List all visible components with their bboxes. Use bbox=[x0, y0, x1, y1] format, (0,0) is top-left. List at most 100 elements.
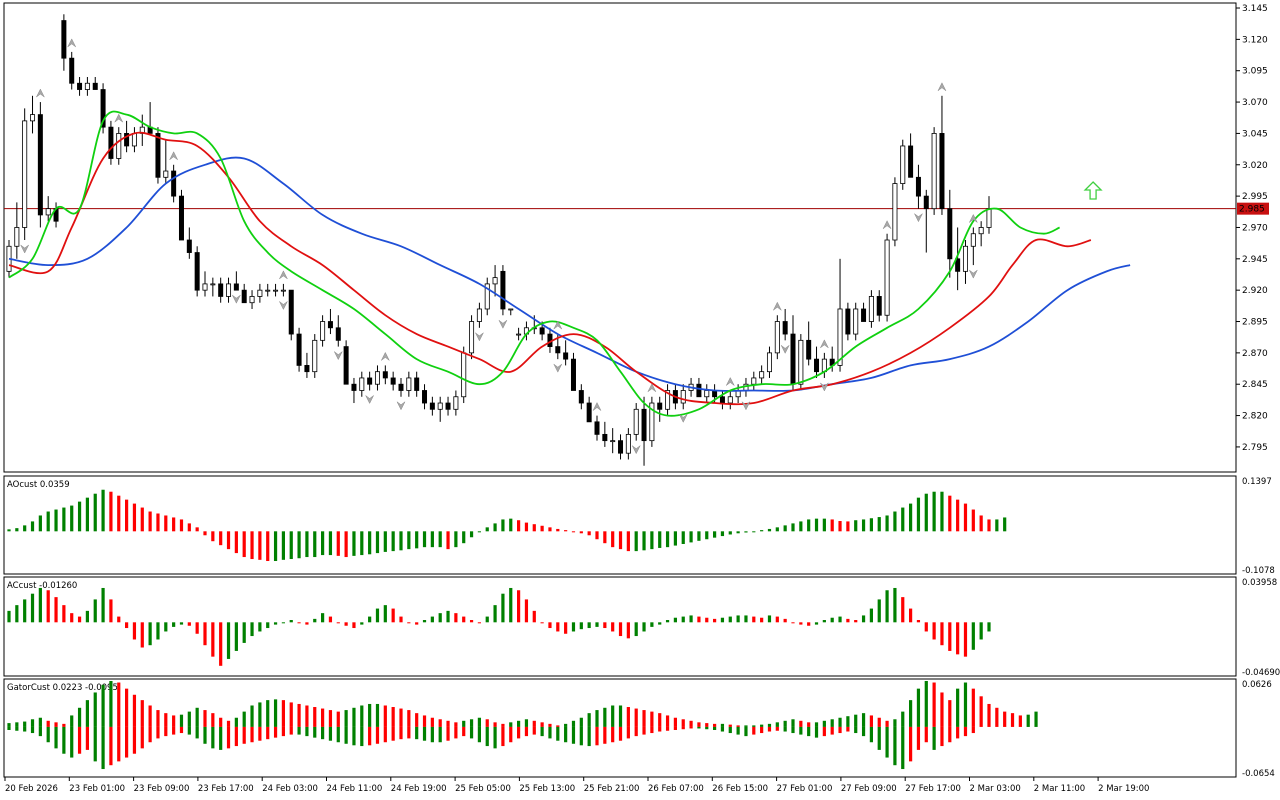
candle[interactable] bbox=[461, 346, 467, 404]
candle[interactable] bbox=[273, 283, 279, 297]
candle[interactable] bbox=[782, 308, 788, 341]
candle[interactable] bbox=[923, 189, 929, 253]
candle[interactable] bbox=[429, 396, 435, 416]
candle[interactable] bbox=[680, 384, 686, 410]
candle[interactable] bbox=[625, 428, 631, 460]
candle[interactable] bbox=[868, 290, 874, 328]
candle[interactable] bbox=[970, 227, 976, 266]
candle[interactable] bbox=[327, 308, 333, 335]
candle[interactable] bbox=[312, 334, 318, 378]
candle[interactable] bbox=[578, 384, 584, 410]
candle[interactable] bbox=[257, 283, 263, 303]
candle[interactable] bbox=[108, 120, 114, 165]
candle[interactable] bbox=[570, 352, 576, 391]
candle[interactable] bbox=[759, 365, 765, 385]
candle[interactable] bbox=[861, 302, 867, 322]
candle[interactable] bbox=[414, 371, 420, 397]
candle[interactable] bbox=[194, 246, 200, 297]
candle[interactable] bbox=[45, 196, 51, 222]
candle[interactable] bbox=[22, 108, 28, 241]
candle[interactable] bbox=[37, 102, 43, 228]
candle[interactable] bbox=[382, 365, 388, 385]
candle[interactable] bbox=[500, 265, 506, 316]
candle[interactable] bbox=[30, 95, 36, 134]
candle[interactable] bbox=[218, 277, 224, 303]
candle[interactable] bbox=[774, 315, 780, 360]
candle[interactable] bbox=[226, 277, 232, 303]
candle[interactable] bbox=[594, 415, 600, 441]
candle[interactable] bbox=[367, 371, 373, 391]
candle[interactable] bbox=[563, 340, 569, 366]
candle[interactable] bbox=[908, 133, 914, 178]
candle[interactable] bbox=[116, 127, 122, 165]
candle[interactable] bbox=[296, 327, 302, 372]
candle[interactable] bbox=[476, 302, 482, 328]
candle[interactable] bbox=[351, 377, 357, 404]
candle[interactable] bbox=[335, 315, 341, 347]
candle[interactable] bbox=[696, 377, 702, 398]
candle[interactable] bbox=[939, 95, 945, 215]
candle[interactable] bbox=[962, 240, 968, 284]
candle[interactable] bbox=[641, 396, 647, 466]
candle[interactable] bbox=[618, 434, 624, 460]
main-price-chart[interactable]: 3.145 3.120 3.095 3.070 3.045 3.020 2.995 2.970… bbox=[3, 2, 1269, 473]
candle[interactable] bbox=[92, 76, 98, 90]
candle[interactable] bbox=[280, 283, 286, 297]
candle[interactable] bbox=[437, 396, 443, 422]
candle[interactable] bbox=[892, 177, 898, 247]
candle[interactable] bbox=[84, 76, 90, 96]
candle[interactable] bbox=[665, 384, 671, 416]
candle[interactable] bbox=[186, 227, 192, 259]
candle[interactable] bbox=[766, 346, 772, 378]
candle[interactable] bbox=[249, 290, 255, 309]
candle[interactable] bbox=[484, 277, 490, 316]
gator-indicator-panel[interactable]: GatorCust 0.0223 -0.0095 0.0626 -0.0654 bbox=[3, 678, 1275, 779]
candle[interactable] bbox=[915, 164, 921, 209]
candle[interactable] bbox=[69, 51, 75, 90]
candle[interactable] bbox=[178, 189, 184, 241]
candle[interactable] bbox=[171, 164, 177, 203]
candle[interactable] bbox=[445, 396, 451, 416]
candle[interactable] bbox=[845, 302, 851, 341]
candle[interactable] bbox=[657, 396, 663, 422]
candle[interactable] bbox=[288, 289, 294, 341]
candle[interactable] bbox=[359, 371, 365, 397]
candle[interactable] bbox=[837, 258, 843, 372]
candle[interactable] bbox=[100, 83, 106, 134]
candle[interactable] bbox=[241, 283, 247, 304]
candle[interactable] bbox=[947, 189, 953, 278]
candle[interactable] bbox=[955, 227, 961, 291]
candle[interactable] bbox=[233, 271, 239, 291]
candle[interactable] bbox=[202, 271, 208, 297]
candle[interactable] bbox=[265, 283, 271, 297]
candle[interactable] bbox=[304, 352, 310, 378]
candle[interactable] bbox=[320, 315, 326, 347]
candle[interactable] bbox=[422, 384, 428, 410]
candle[interactable] bbox=[727, 390, 733, 410]
candle[interactable] bbox=[931, 127, 937, 215]
candle[interactable] bbox=[508, 308, 514, 316]
candle[interactable] bbox=[163, 139, 169, 184]
candle[interactable] bbox=[610, 428, 616, 454]
candle[interactable] bbox=[633, 403, 639, 441]
candle[interactable] bbox=[516, 327, 522, 341]
candle[interactable] bbox=[884, 233, 890, 322]
candle[interactable] bbox=[374, 365, 380, 391]
candle[interactable] bbox=[61, 14, 67, 71]
candle[interactable] bbox=[14, 202, 20, 259]
ao-indicator-panel[interactable]: AOcust 0.0359 0.1397 -0.1078 bbox=[3, 475, 1275, 576]
candle[interactable] bbox=[469, 315, 475, 360]
candle[interactable] bbox=[814, 346, 820, 378]
candle[interactable] bbox=[806, 321, 812, 366]
candle[interactable] bbox=[900, 139, 906, 190]
candle[interactable] bbox=[390, 371, 396, 391]
candle[interactable] bbox=[649, 396, 655, 447]
candle[interactable] bbox=[155, 127, 161, 184]
candle[interactable] bbox=[398, 377, 404, 397]
candle[interactable] bbox=[978, 221, 984, 247]
candle[interactable] bbox=[406, 371, 412, 397]
candle[interactable] bbox=[798, 334, 804, 391]
candle[interactable] bbox=[586, 396, 592, 423]
candle[interactable] bbox=[876, 290, 882, 322]
